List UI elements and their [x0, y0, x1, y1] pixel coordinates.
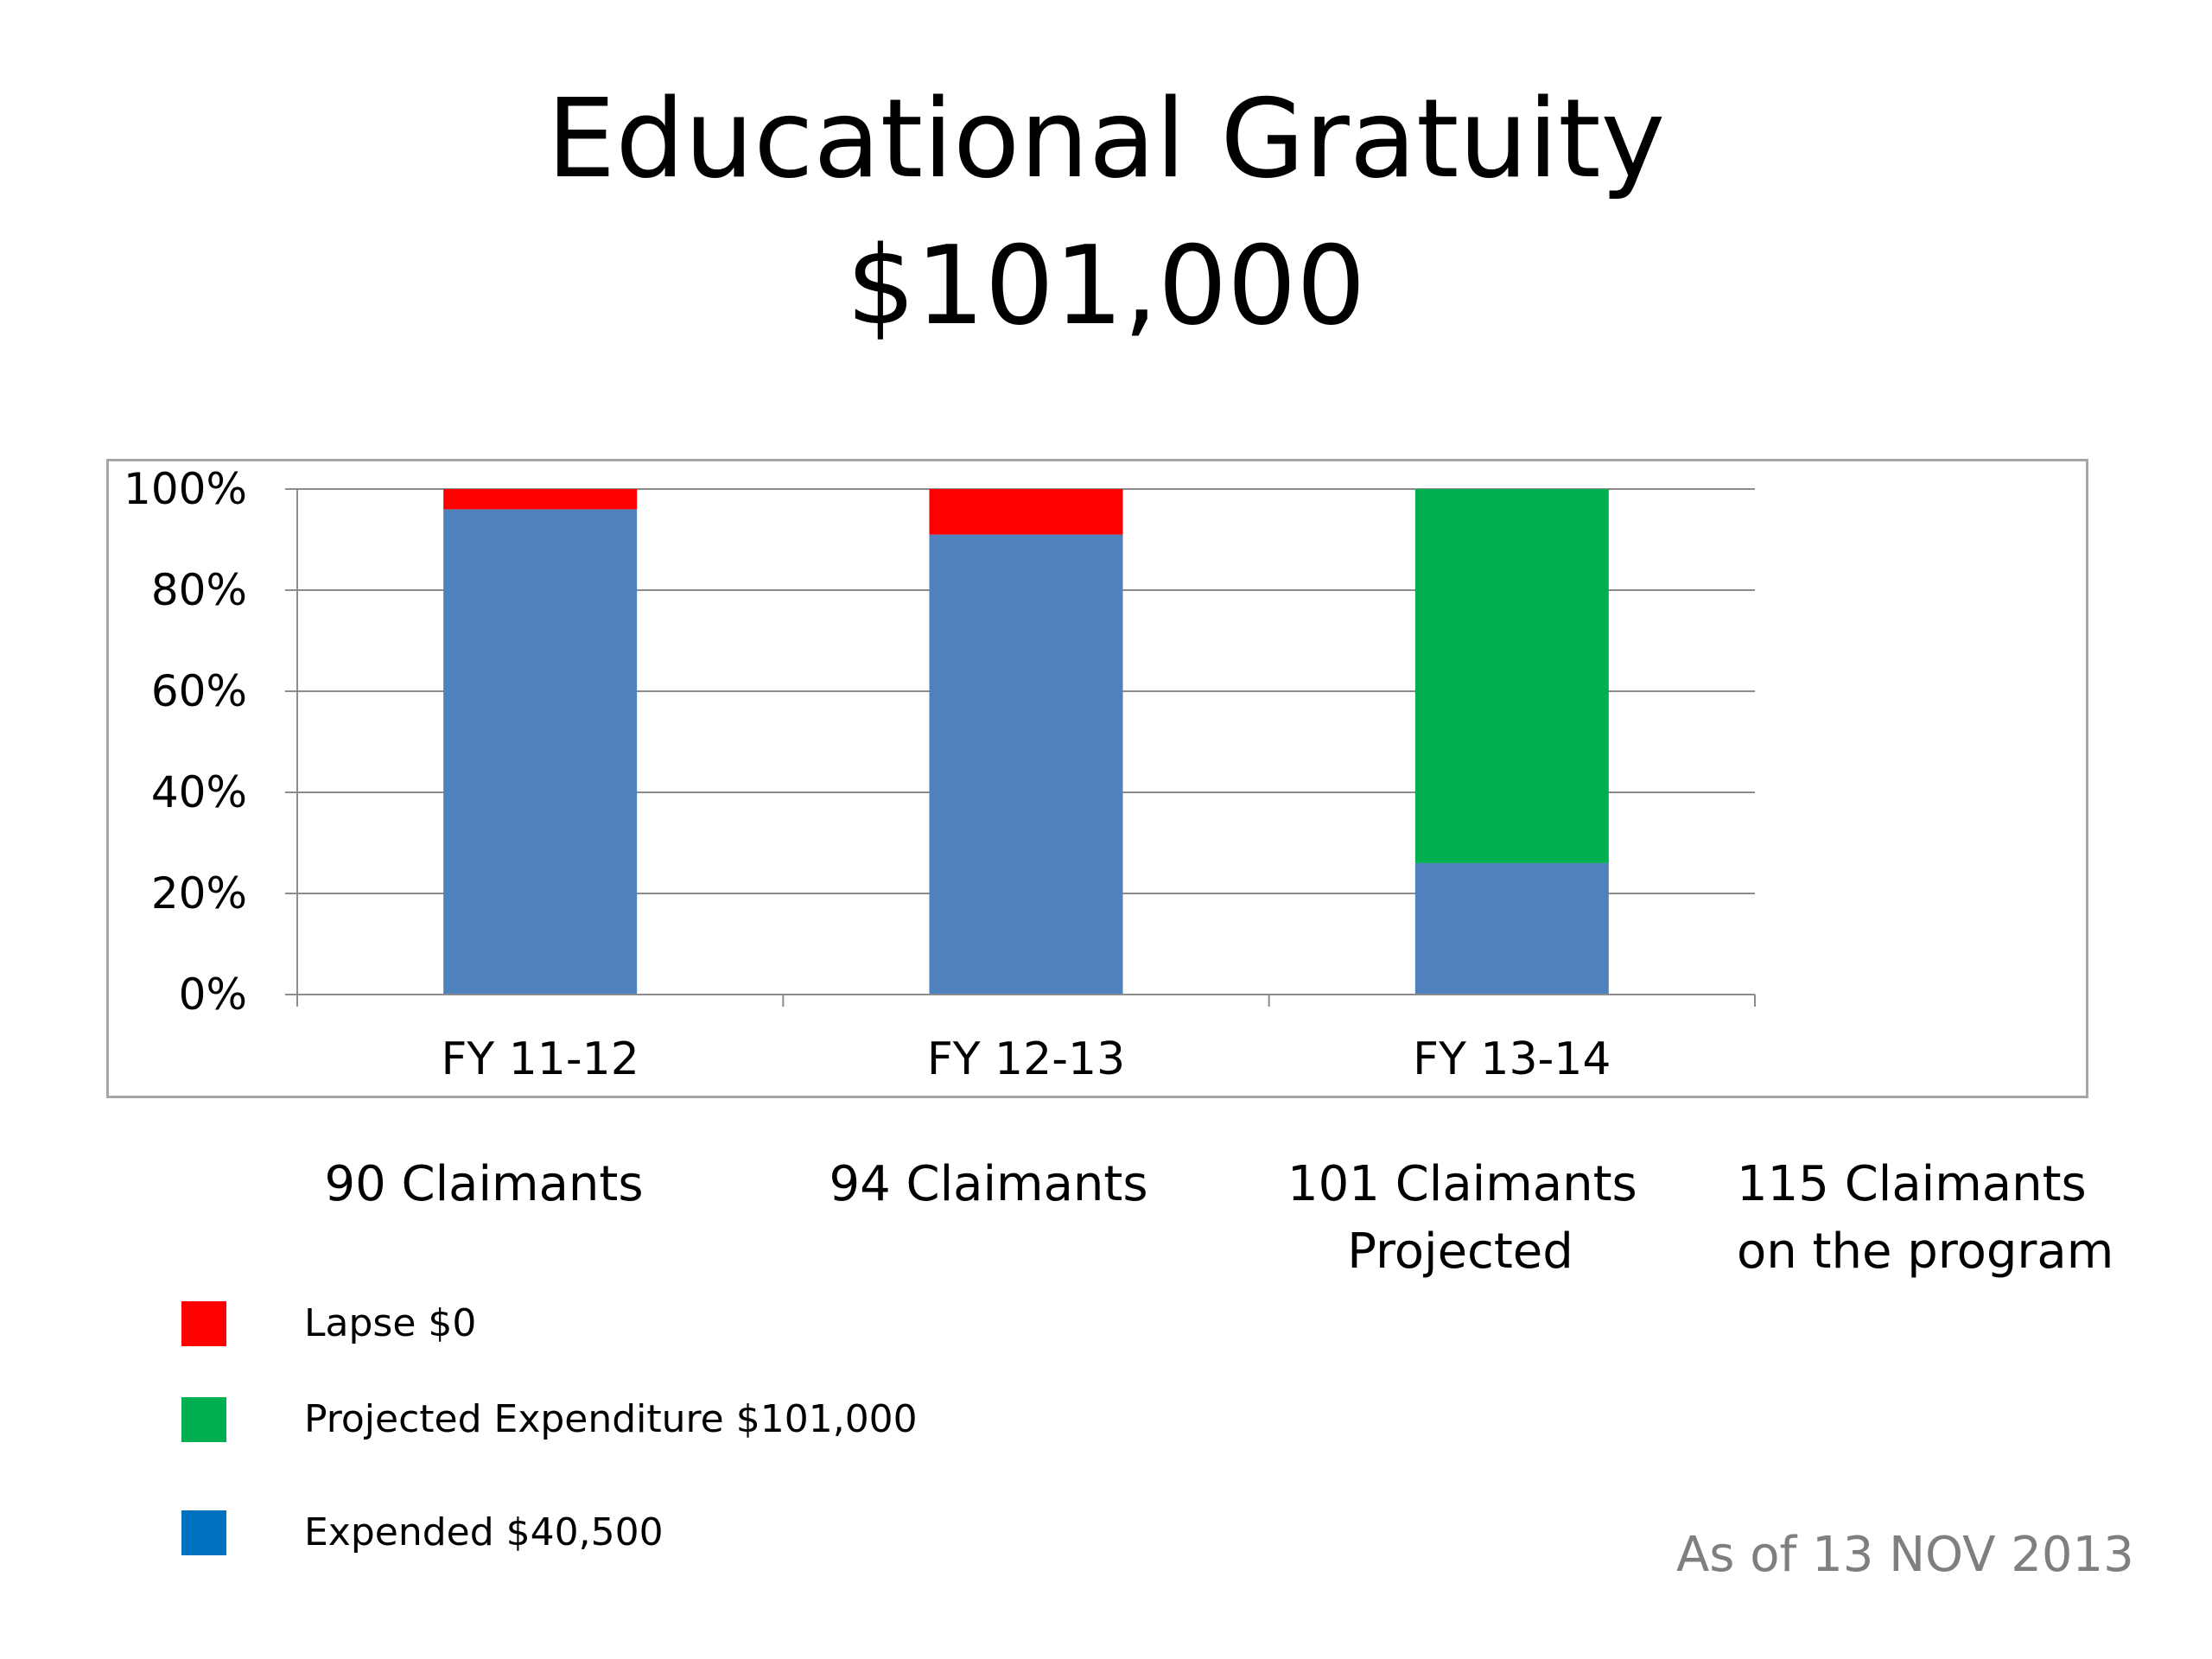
x-tick-label: FY 11-12 [442, 1033, 639, 1085]
legend-label-expended: Expended $40,500 [304, 1510, 664, 1554]
chart-title: Educational Gratuity [546, 75, 1666, 202]
y-tick-label: 0% [179, 969, 247, 1020]
claimants-note-program: 115 Claimants on the program [1737, 1151, 2114, 1286]
as-of-date: As of 13 NOV 2013 [1676, 1527, 2134, 1583]
y-tick-label: 100% [124, 464, 247, 514]
bar-expended-fy-13-14 [1414, 862, 1609, 995]
bar-projected-fy-13-14 [1414, 489, 1609, 863]
note-line-1: 115 Claimants [1737, 1156, 2087, 1212]
stacked-bar-chart: 0% 20% 40% 60% 80% 100% FY 11-12 FY 12-13 FY 13-… [124, 464, 1756, 1085]
legend-swatch-expended [181, 1510, 226, 1555]
legend-swatch-lapse [181, 1301, 226, 1346]
claimants-note-fy-12-13: 94 Claimants [816, 1151, 1161, 1218]
y-tick-label: 20% [151, 868, 247, 918]
bar-lapse-fy-12-13 [929, 489, 1123, 535]
note-line-1: 94 Claimants [829, 1156, 1148, 1212]
y-tick-label: 60% [151, 666, 247, 716]
note-line-2: on the program [1737, 1224, 2114, 1280]
legend-label-lapse: Lapse $0 [304, 1301, 477, 1345]
legend-swatch-projected [181, 1397, 226, 1442]
chart-subtitle: $101,000 [846, 222, 1366, 349]
y-tick-label: 40% [151, 767, 247, 817]
bar-lapse-fy-11-12 [443, 489, 638, 510]
bar-expended-fy-11-12 [443, 509, 638, 995]
x-tick-label: FY 13-14 [1413, 1033, 1611, 1085]
y-tick-label: 80% [151, 565, 247, 615]
note-line-1: 101 Claimants [1287, 1156, 1637, 1212]
legend-label-projected: Projected Expenditure $101,000 [304, 1397, 918, 1441]
note-line-2: Projected [1347, 1224, 1573, 1280]
claimants-note-fy-13-14: 101 Claimants Projected [1287, 1151, 1637, 1286]
chart-frame: 0% 20% 40% 60% 80% 100% FY 11-12 FY 12-13 FY 13-… [106, 459, 2088, 1098]
bar-expended-fy-12-13 [929, 534, 1123, 995]
x-tick-label: FY 12-13 [927, 1033, 1125, 1085]
note-line-1: 90 Claimants [324, 1156, 644, 1212]
claimants-note-fy-11-12: 90 Claimants [311, 1151, 657, 1218]
